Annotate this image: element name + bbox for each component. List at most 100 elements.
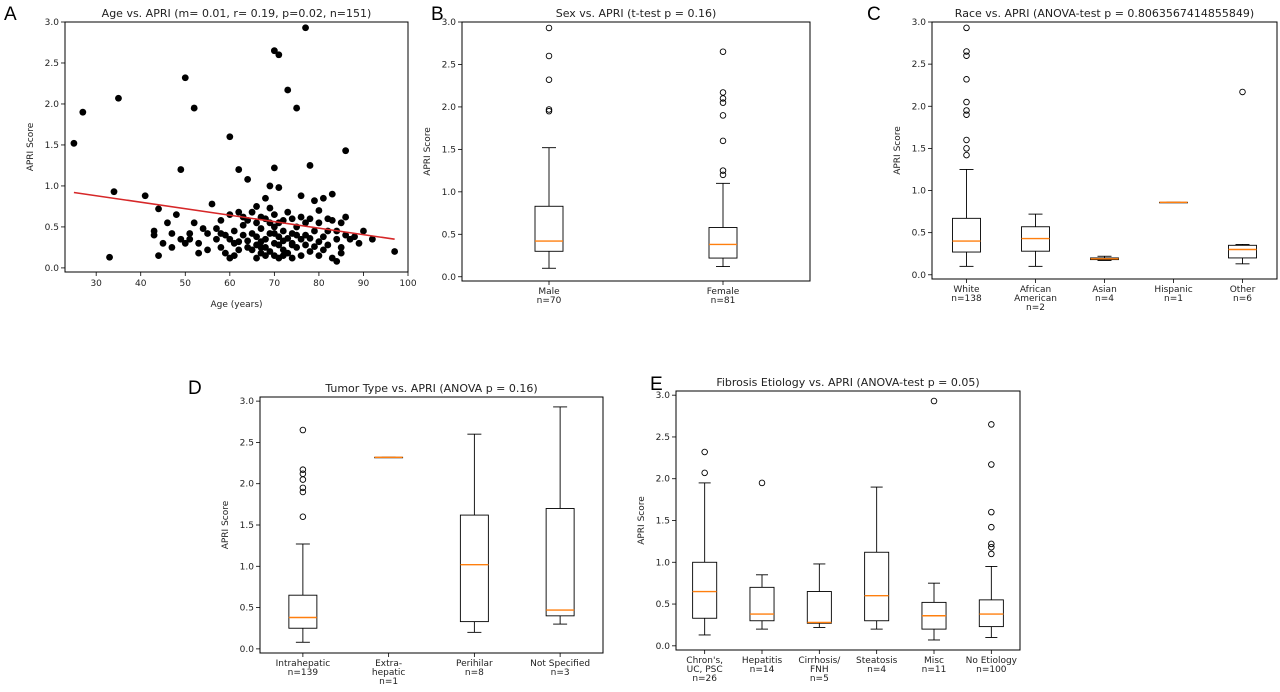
outlier-point	[963, 151, 970, 159]
outlier-point	[930, 397, 938, 405]
y-tick-label: 3.0	[442, 18, 457, 28]
scatter-point	[315, 238, 323, 246]
x-tick-count: n=5	[810, 674, 829, 684]
axes-frame	[64, 21, 409, 273]
x-tick-count: n=1	[379, 677, 398, 687]
x-tick-label: Hepatitis	[742, 656, 783, 666]
panel-title: Age vs. APRI (m= 0.01, r= 0.19, p=0.02, …	[102, 7, 372, 20]
box-iqr	[708, 227, 738, 259]
x-tick-count: n=11	[922, 665, 947, 675]
y-tick-label: 1.5	[240, 521, 254, 531]
scatter-point	[328, 190, 336, 198]
scatter-point	[324, 241, 332, 249]
outlier-point	[299, 488, 307, 496]
outlier-point	[299, 484, 307, 492]
scatter-point	[275, 184, 283, 191]
outlier-point	[701, 448, 708, 456]
scatter-point	[293, 231, 301, 239]
scatter-point	[302, 24, 309, 32]
box-perihilar	[459, 433, 489, 633]
box-iqr	[459, 514, 489, 623]
x-tick-label-line2: FNH	[810, 665, 829, 675]
scatter-point	[235, 246, 243, 254]
scatter-point	[253, 254, 260, 262]
scatter-point	[293, 104, 301, 112]
y-tick-label: 2.0	[45, 100, 60, 110]
y-tick-label: 3.0	[912, 18, 927, 28]
scatter-point	[279, 227, 287, 235]
scatter-point	[79, 108, 87, 116]
y-tick-label: 3.0	[656, 391, 671, 401]
x-tick-label: 60	[224, 279, 236, 289]
y-tick-label: 2.0	[656, 475, 671, 485]
x-tick-label: Hispanic	[1154, 285, 1192, 295]
scatter-point	[355, 239, 363, 247]
outlier-point	[988, 540, 995, 548]
x-tick-label: Steatosis	[856, 656, 898, 666]
box-hepatitis	[749, 479, 775, 630]
x-tick-label: Cirrhosis/	[798, 656, 841, 666]
outlier-point	[719, 89, 727, 96]
x-tick-count: n=100	[976, 665, 1007, 675]
scatter-point	[337, 249, 345, 257]
panel-E: E Fibrosis Etiology vs. APRI (ANOVA-test …	[637, 374, 1021, 684]
box-iqr	[545, 508, 575, 617]
x-tick-label: Asian	[1092, 285, 1117, 295]
scatter-point	[150, 231, 158, 239]
box-cirrhosis	[806, 563, 832, 628]
scatter-point	[333, 235, 341, 243]
scatter-point	[213, 235, 220, 243]
panel-D: D Tumor Type vs. APRI (ANOVA p = 0.16) 0.0…	[188, 378, 604, 687]
outlier-point	[988, 550, 995, 558]
scatter-point	[106, 253, 113, 261]
y-tick-label: 1.5	[656, 517, 670, 527]
y-tick-label: 1.5	[442, 145, 456, 155]
box-no-etiology	[978, 421, 1004, 638]
y-tick-label: 1.0	[45, 182, 60, 192]
panel-A: A Age vs. APRI (m= 0.01, r= 0.19, p=0.02,…	[4, 4, 417, 310]
x-tick-label: 90	[358, 279, 370, 289]
y-tick-label: 0.5	[45, 223, 59, 233]
axes-frame	[259, 396, 604, 654]
scatter-point	[297, 235, 305, 243]
x-tick-label: 30	[90, 279, 102, 289]
scatter-point	[315, 207, 323, 214]
box-intrahepatic	[288, 426, 318, 643]
scatter-point	[181, 74, 189, 82]
x-tick-label: Chron's,	[686, 656, 723, 666]
panel-B: B Sex vs. APRI (t-test p = 0.16) 0.0 0.5 1.0…	[423, 4, 811, 306]
scatter-point	[204, 230, 211, 237]
outlier-point	[719, 48, 727, 55]
outlier-point	[758, 479, 766, 487]
scatter-point	[311, 243, 318, 250]
x-tick-count: n=4	[1095, 294, 1114, 304]
y-tick-label: 0.0	[240, 645, 255, 655]
box-misc	[921, 397, 947, 641]
scatter-point	[221, 249, 229, 257]
x-tick-label: No Etiology	[966, 656, 1018, 666]
scatter-point	[155, 252, 162, 260]
outlier-point	[963, 24, 970, 32]
scatter-point	[262, 235, 269, 243]
fit-line	[73, 191, 395, 241]
scatter-point	[337, 244, 345, 251]
scatter-point	[177, 166, 185, 173]
x-tick-label: Misc	[924, 656, 944, 666]
y-axis-label: APRI Score	[637, 496, 647, 545]
scatter-point	[275, 241, 283, 249]
scatter-point	[319, 246, 327, 254]
x-tick-count: n=8	[465, 668, 484, 678]
scatter-point	[244, 237, 252, 245]
scatter-point	[333, 257, 341, 265]
y-tick-label: 0.5	[912, 229, 926, 239]
scatter-point	[177, 235, 185, 243]
scatter-point	[306, 234, 314, 242]
x-tick-count: n=26	[692, 674, 717, 684]
scatter-point	[257, 244, 265, 251]
scatter-point	[168, 244, 176, 251]
outlier-point	[299, 476, 307, 483]
scatter-point	[172, 211, 180, 219]
scatter-point	[195, 239, 203, 247]
x-tick-label-line2: hepatic	[372, 668, 405, 678]
scatter-point	[235, 238, 243, 246]
